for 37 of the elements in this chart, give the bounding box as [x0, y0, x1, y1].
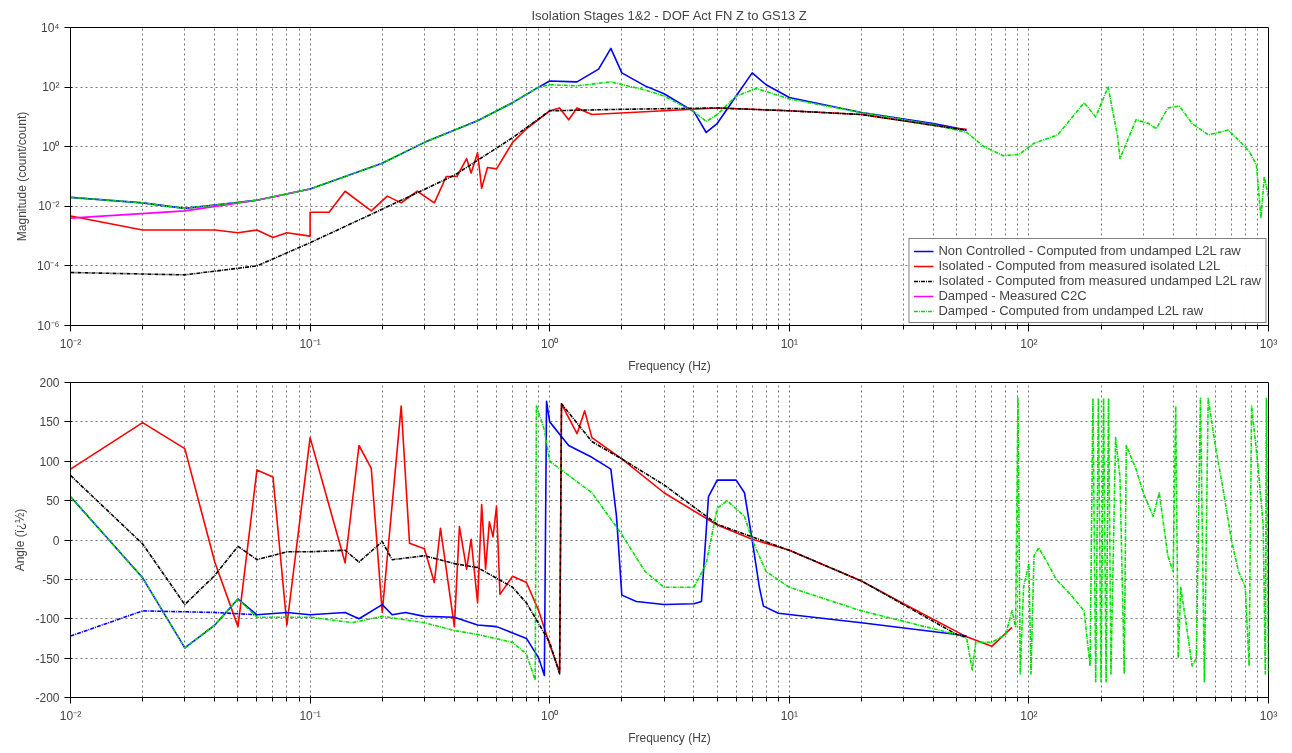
y-tick-label: 100 — [39, 454, 60, 469]
x-tick-label: 10⁰ — [541, 708, 559, 723]
legend-label: Damped - Computed from undamped L2L raw — [938, 303, 1204, 318]
y-tick-label: 150 — [39, 415, 60, 430]
y-tick-label: 200 — [39, 376, 60, 390]
legend-label: Isolated - Computed from measured undamped L2L raw — [938, 273, 1261, 288]
x-tick-label: 10⁻² — [59, 708, 82, 723]
y-tick-label: 10² — [42, 80, 60, 95]
x-tick-label: 10⁻² — [59, 336, 82, 351]
x-axis-title: Frequency (Hz) — [628, 358, 711, 373]
x-tick-label: 10² — [1020, 336, 1038, 351]
y-tick-label: 10⁻⁴ — [37, 258, 60, 273]
x-tick-label: 10¹ — [780, 708, 798, 723]
x-tick-label: 10⁻¹ — [299, 708, 321, 723]
legend-label: Damped - Measured C2C — [938, 288, 1087, 303]
x-tick-label: 10⁻¹ — [299, 336, 321, 351]
legend-label: Isolated - Computed from measured isolated L2L — [938, 258, 1221, 273]
y-tick-label: 0 — [52, 533, 60, 548]
y-tick-label: 10⁰ — [42, 139, 60, 154]
x-tick-label: 10⁰ — [541, 336, 559, 351]
y-tick-label: 50 — [46, 494, 60, 509]
y-axis-title: Angle (ï¿½) — [13, 508, 28, 572]
chart-title: Isolation Stages 1&2 - DOF Act FN Z to GS13 Z — [531, 7, 807, 23]
x-tick-label: 10¹ — [780, 336, 798, 351]
y-tick-label: -200 — [35, 691, 60, 705]
x-tick-label: 10³ — [1259, 708, 1278, 723]
y-tick-label: -50 — [42, 572, 60, 587]
x-axis-title: Frequency (Hz) — [628, 730, 711, 745]
y-axis-title: Magnitude (count/count) — [15, 111, 29, 242]
x-tick-label: 10² — [1020, 708, 1038, 723]
y-tick-label: 10⁴ — [41, 20, 60, 35]
y-tick-label: 10⁻⁶ — [37, 318, 60, 333]
x-tick-label: 10³ — [1259, 336, 1278, 351]
y-tick-label: 10⁻² — [38, 199, 60, 214]
legend-label: Non Controlled - Computed from undamped L2L raw — [938, 243, 1241, 258]
y-tick-label: -100 — [35, 612, 60, 627]
y-tick-label: -150 — [35, 651, 60, 666]
